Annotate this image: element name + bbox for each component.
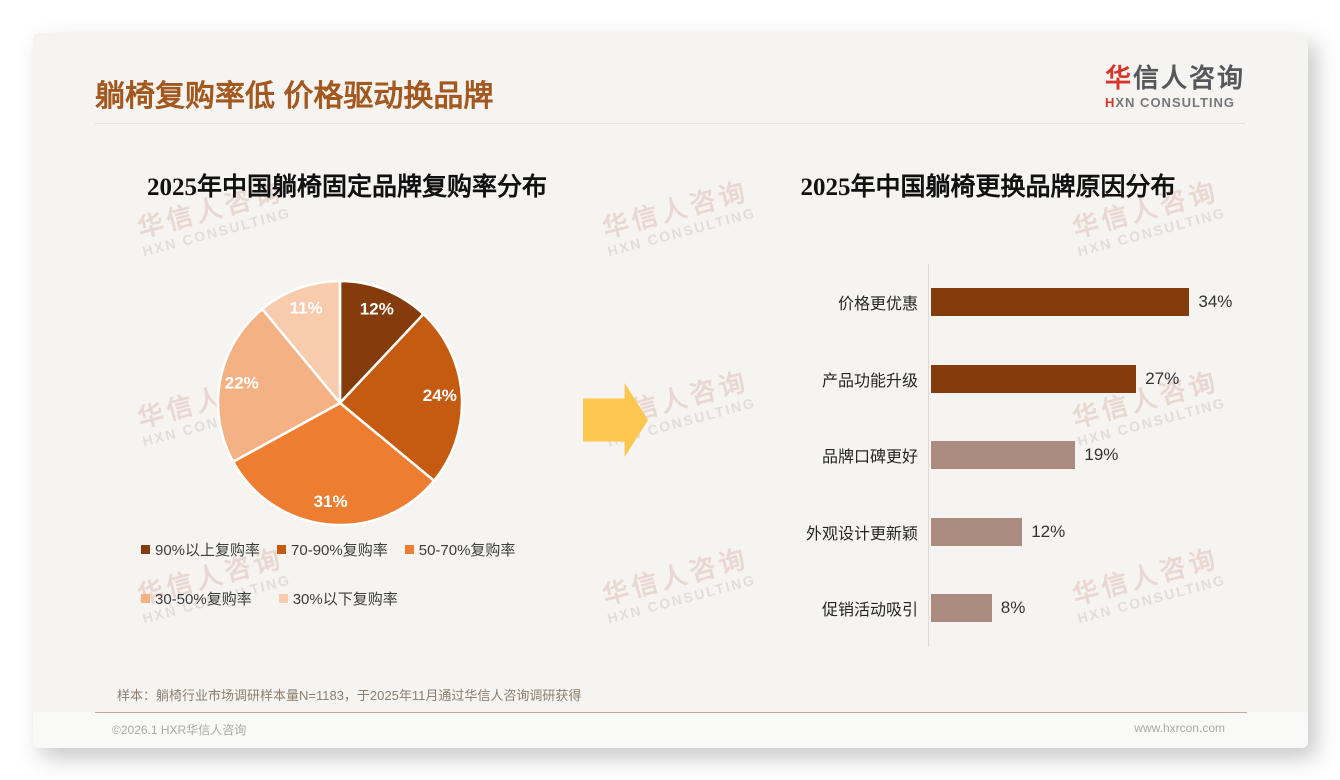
bar-row: 促销活动吸引 8% [763, 570, 1273, 647]
legend-item: 30%以下复购率 [278, 588, 398, 609]
bar-category-label: 外观设计更新颖 [805, 525, 918, 543]
logo-english-text: HXN CONSULTING [1105, 95, 1245, 110]
pie-slice [338, 279, 425, 405]
bar-value-label: 34% [1198, 292, 1233, 312]
bar-row: 产品功能升级 27% [763, 340, 1273, 417]
slide-card: 华信人咨询 HXN CONSULTING 华信人咨询 HXN CONSULTING 华信… [33, 33, 1308, 748]
bar-row: 品牌口碑更好 19% [763, 417, 1273, 494]
bar-row: 外观设计更新颖 12% [763, 493, 1273, 570]
watermark-english: HXN CONSULTING [140, 204, 293, 260]
bar-value-label: 27% [1145, 368, 1180, 388]
legend-label: 30-50%复购率 [155, 591, 252, 608]
bar-fill [931, 517, 1023, 546]
bar-track: 12% [928, 493, 1273, 570]
pie-slice-label: 11% [290, 298, 323, 317]
legend-label: 30%以下复购率 [292, 591, 398, 608]
footer-copyright: ©2026.1 HXR华信人咨询 [112, 723, 247, 737]
legend-label: 70-90%复购率 [291, 542, 388, 559]
sample-note: 样本：躺椅行业市场调研样本量N=1183，于2025年11月通过华信人咨询调研获… [117, 688, 582, 703]
legend-swatch [278, 594, 288, 603]
reason-bar-chart: 价格更优惠 34% 产品功能升级 27% 品牌口碑更好 19% 外观设计更新颖 12% 促销活动… [763, 264, 1273, 647]
pie-legend: 90%以上复购率 70-90%复购率 50-70%复购率 30-50%复购率 30%以下… [141, 539, 621, 637]
legend-item: 50-70%复购率 [404, 539, 516, 560]
bar-track: 8% [928, 570, 1273, 647]
pie-slice-label: 12% [360, 300, 394, 319]
legend-swatch [141, 594, 150, 603]
pie-slice-label: 22% [225, 374, 259, 393]
logo-en-accent: H [1105, 95, 1116, 110]
pie-chart-title: 2025年中国躺椅固定品牌复购率分布 [146, 174, 547, 201]
logo-rest-chars: 信人咨询 [1133, 63, 1246, 93]
pie-slice [338, 312, 464, 483]
pie-slice [216, 307, 342, 464]
legend-item: 90%以上复购率 [141, 539, 260, 560]
pie-slice-label: 24% [423, 386, 457, 405]
legend-swatch [277, 545, 287, 554]
legend-label: 50-70%复购率 [418, 542, 516, 559]
bar-value-label: 12% [1031, 521, 1066, 541]
legend-item: 70-90%复购率 [277, 539, 388, 560]
header-divider [95, 123, 1245, 124]
legend-item: 30-50%复购率 [141, 588, 252, 609]
bar-value-label: 19% [1084, 445, 1119, 465]
page-title: 躺椅复购率低 价格驱动换品牌 [95, 80, 494, 113]
bar-fill [931, 594, 992, 623]
pie-slice [260, 279, 342, 405]
footer-strip [33, 712, 1308, 748]
repurchase-pie-chart: 12% 24% 31% 22% 11% [216, 279, 464, 527]
legend-label: 90%以上复购率 [155, 542, 261, 559]
bar-fill [931, 364, 1137, 393]
bar-track: 34% [928, 264, 1273, 341]
footer-divider [95, 712, 1247, 713]
bar-category-label: 价格更优惠 [837, 296, 918, 314]
bar-category-label: 促销活动吸引 [821, 602, 918, 620]
bar-fill [931, 288, 1190, 317]
legend-row: 90%以上复购率 70-90%复购率 50-70%复购率 [141, 539, 621, 560]
pie-slice [231, 401, 436, 527]
bar-fill [931, 441, 1076, 470]
company-logo: 华信人咨询 HXN CONSULTING [1105, 58, 1245, 110]
pie-slice-label: 31% [314, 492, 348, 511]
bar-track: 27% [928, 340, 1273, 417]
watermark-english: HXN CONSULTING [605, 204, 758, 260]
logo-accent-char: 华 [1105, 63, 1134, 93]
legend-swatch [141, 545, 150, 554]
legend-swatch [404, 545, 414, 554]
brand-watermark: 华信人咨询 HXN CONSULTING [597, 171, 758, 260]
bar-category-label: 产品功能升级 [821, 372, 918, 390]
legend-row: 30-50%复购率 30%以下复购率 [141, 588, 621, 609]
footer-website: www.hxrcon.com [1134, 721, 1225, 735]
bar-row: 价格更优惠 34% [763, 264, 1273, 341]
bar-value-label: 8% [1000, 598, 1026, 618]
watermark-chinese: 华信人咨询 [599, 175, 752, 244]
watermark-english: HXN CONSULTING [605, 571, 758, 627]
logo-en-rest: XN CONSULTING [1115, 95, 1236, 110]
bar-chart-title: 2025年中国躺椅更换品牌原因分布 [800, 174, 1176, 201]
logo-chinese-text: 华信人咨询 [1105, 58, 1245, 95]
bar-category-label: 品牌口碑更好 [821, 449, 918, 467]
bar-track: 19% [928, 417, 1273, 494]
watermark-english: HXN CONSULTING [1075, 204, 1228, 260]
arrow-right-icon [583, 383, 648, 457]
